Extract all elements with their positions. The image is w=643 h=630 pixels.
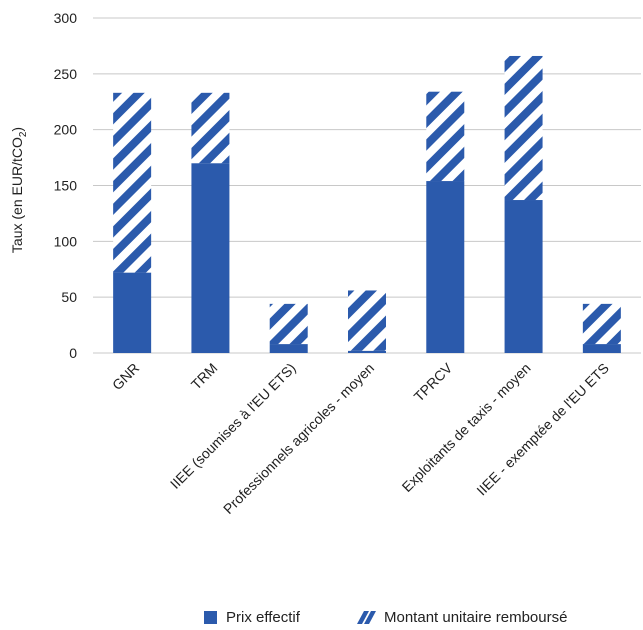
bar-montant-rembourse	[113, 92, 152, 273]
y-tick-label: 0	[69, 345, 77, 361]
y-axis-label-suffix: )	[9, 127, 25, 132]
legend-swatch-montant-rembourse	[357, 611, 376, 624]
bar-prix-effectif	[504, 200, 543, 353]
y-tick-label: 200	[54, 122, 78, 138]
bar-montant-rembourse	[426, 91, 465, 182]
y-tick-label: 300	[54, 10, 78, 26]
x-category-label: TRM	[188, 360, 221, 393]
y-axis-label-subscript: 2	[18, 131, 29, 137]
bar-montant-rembourse	[348, 290, 386, 351]
bar-montant-rembourse	[269, 303, 308, 345]
legend-swatch-prix-effectif	[204, 611, 217, 624]
y-tick-label: 250	[54, 66, 78, 82]
x-category-label: IIEE - exemptée de l'EU ETS	[473, 360, 612, 499]
x-category-label: IIEE (soumises à l'EU ETS)	[167, 360, 299, 492]
bar-prix-effectif	[269, 344, 308, 353]
y-axis-ticks: 0 50 100 150 200 250 300	[54, 10, 78, 361]
x-category-label: Professionnels agricoles - moyen	[220, 360, 377, 517]
bars	[113, 55, 621, 353]
x-category-label: TPRCV	[411, 359, 456, 404]
x-category-label: Exploitants de taxis - moyen	[399, 360, 534, 495]
bar-prix-effectif	[582, 344, 621, 353]
bar-prix-effectif	[348, 350, 386, 353]
legend-label-prix-effectif: Prix effectif	[226, 609, 301, 626]
bar-montant-rembourse	[191, 92, 230, 164]
bar-prix-effectif	[191, 163, 230, 353]
y-axis-label: Taux (en EUR/tCO2)	[9, 127, 29, 253]
y-tick-label: 50	[61, 289, 77, 305]
y-tick-label: 100	[54, 233, 78, 249]
gridlines	[93, 17, 641, 354]
y-tick-label: 150	[54, 178, 78, 194]
legend-label-montant-rembourse: Montant unitaire remboursé	[384, 609, 567, 626]
bar-montant-rembourse	[582, 303, 621, 345]
bar-montant-rembourse	[504, 55, 543, 201]
bar-prix-effectif	[113, 272, 152, 353]
bar-prix-effectif	[426, 181, 465, 353]
x-category-label: GNR	[109, 360, 142, 393]
legend: Prix effectif Montant unitaire remboursé	[204, 609, 567, 626]
